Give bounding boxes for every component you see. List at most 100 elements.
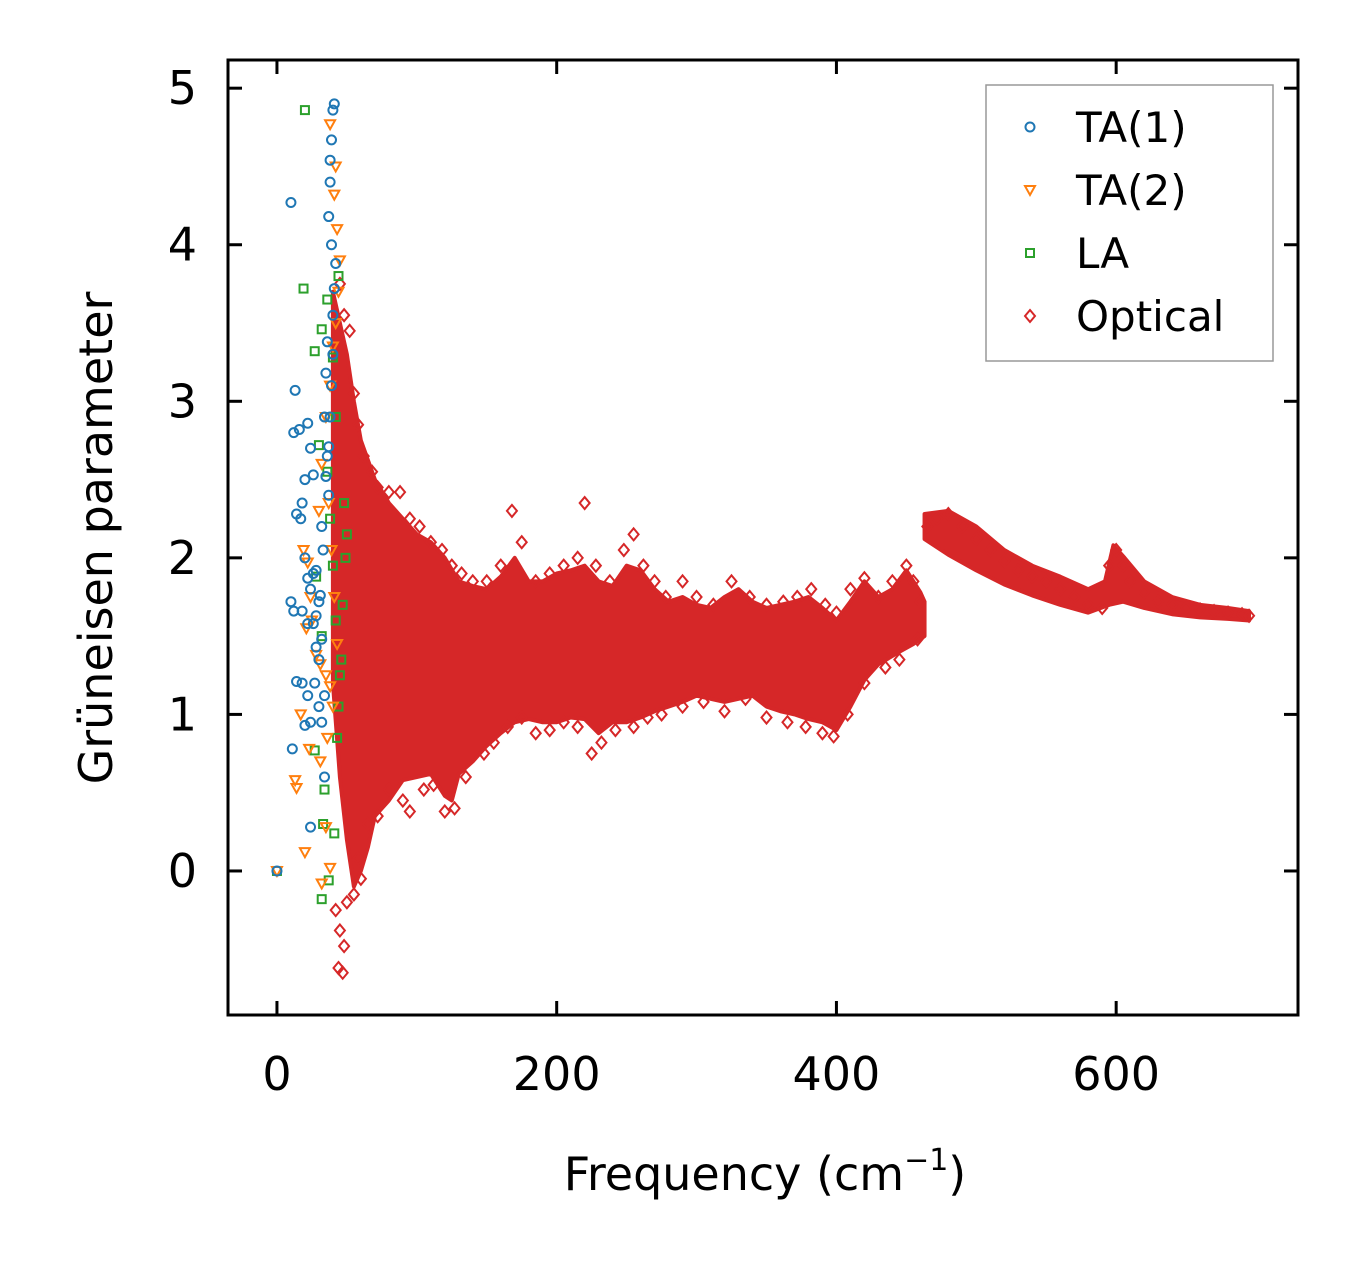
data-point (323, 862, 337, 875)
data-point (333, 922, 347, 939)
data-point (455, 565, 468, 582)
data-point (1242, 608, 1256, 624)
data-point (319, 771, 331, 783)
data-point (760, 709, 773, 726)
data-point (316, 894, 327, 905)
data-point (361, 816, 375, 832)
data-point (285, 596, 297, 608)
data-point (371, 808, 384, 824)
data-point (293, 423, 305, 435)
data-point (326, 701, 340, 714)
data-point (1109, 542, 1123, 558)
data-point (316, 521, 328, 533)
legend-marker (1023, 185, 1037, 198)
y-tick-label: 0 (168, 844, 197, 898)
data-point (697, 694, 710, 710)
data-point (557, 558, 570, 574)
data-point (858, 570, 871, 586)
x-axis-label-main: Frequency (cm (564, 1147, 904, 1201)
legend-entry: TA(1) (1024, 103, 1187, 152)
data-point (942, 506, 955, 522)
y-axis-label: Grüneisen parameter (69, 291, 123, 784)
data-point (725, 573, 738, 589)
data-point (438, 803, 452, 820)
data-point (480, 573, 494, 589)
data-point (487, 735, 501, 751)
data-point (448, 800, 461, 816)
data-point (329, 902, 343, 918)
data-point (315, 458, 329, 471)
data-point (307, 568, 319, 580)
data-point (319, 690, 331, 702)
data-point (743, 589, 757, 605)
legend-label: TA(2) (1075, 166, 1187, 215)
data-point (571, 719, 584, 735)
data-point (1165, 597, 1179, 613)
x-tick-label: 0 (262, 1047, 291, 1101)
data-point (911, 631, 924, 647)
data-point (321, 336, 333, 348)
data-point (543, 722, 557, 738)
data-point (354, 871, 368, 887)
data-point (1179, 600, 1193, 616)
legend-entry: TA(2) (1023, 166, 1187, 215)
data-point (336, 965, 349, 981)
data-point (326, 239, 338, 251)
x-axis-label: Frequency (cm−1) (564, 1143, 967, 1201)
data-point (790, 589, 804, 605)
data-point (328, 98, 340, 110)
data-point (609, 722, 622, 738)
data-point (529, 573, 543, 589)
data-point (529, 725, 543, 741)
y-tick-label: 1 (168, 687, 197, 741)
data-point (505, 503, 519, 519)
data-point (844, 581, 857, 597)
data-point (637, 558, 650, 574)
data-point (327, 348, 339, 360)
data-point (627, 719, 640, 735)
data-point (340, 552, 351, 563)
data-point (320, 470, 332, 482)
data-point (571, 550, 584, 566)
data-point (327, 309, 339, 321)
data-point (595, 735, 608, 751)
data-point (330, 411, 341, 422)
data-point (299, 719, 311, 731)
data-point (578, 495, 591, 511)
data-point (326, 380, 338, 392)
data-point (804, 581, 818, 597)
data-point (515, 534, 529, 550)
data-point (333, 276, 347, 292)
data-point (285, 196, 297, 208)
data-point (305, 442, 317, 454)
data-point (627, 526, 640, 542)
data-point (312, 505, 326, 518)
data-point (659, 589, 673, 605)
data-point (337, 938, 351, 954)
data-point (295, 513, 307, 525)
data-point (332, 732, 343, 743)
data-point (305, 821, 317, 833)
data-point (298, 283, 309, 294)
data-point (329, 828, 340, 839)
data-point (435, 542, 449, 558)
data-point (707, 597, 720, 613)
data-point (339, 498, 350, 509)
data-point (396, 792, 410, 809)
series-optical (329, 276, 1256, 981)
data-point (983, 542, 997, 558)
legend-marker (1025, 248, 1035, 258)
data-point (930, 511, 944, 527)
data-point (324, 154, 336, 166)
data-point (341, 529, 352, 540)
data-point (330, 258, 342, 270)
data-point (371, 479, 384, 495)
data-point (841, 706, 854, 722)
data-point (1067, 589, 1081, 605)
data-point (413, 518, 426, 535)
data-point (858, 675, 871, 691)
data-point (343, 323, 356, 339)
data-point (393, 484, 407, 500)
data-point (286, 743, 298, 755)
